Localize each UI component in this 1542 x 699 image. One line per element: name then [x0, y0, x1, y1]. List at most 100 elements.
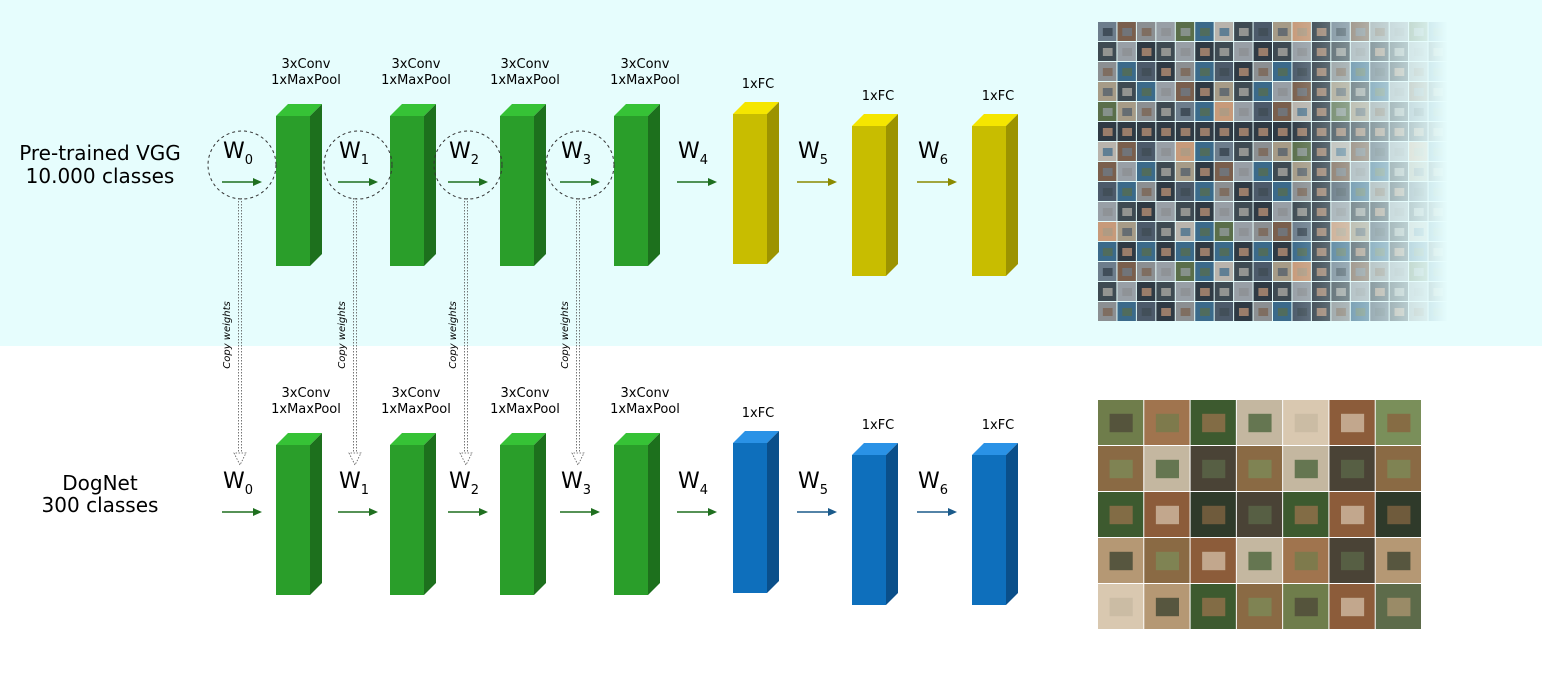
- weight-label: W3: [561, 139, 591, 168]
- block-front-face: [390, 116, 424, 266]
- block-front-face: [972, 455, 1006, 605]
- block-label: 1xFC: [982, 418, 1015, 433]
- block-label: 1xFC: [742, 406, 775, 421]
- block-top-face: [972, 443, 1018, 455]
- thumbnail-content: [1248, 551, 1272, 571]
- weight-index: 2: [471, 153, 479, 168]
- block-side-face: [310, 433, 322, 595]
- weight-4: W4: [677, 469, 717, 516]
- block-sublabel: 1xMaxPool: [381, 402, 451, 417]
- copy-arrow-head: [348, 452, 362, 466]
- block-label: 1xFC: [982, 89, 1015, 104]
- arrow-head: [479, 178, 488, 186]
- weight-label: W4: [678, 469, 708, 498]
- weight-label: W6: [918, 469, 948, 498]
- thumbnail-content: [1202, 413, 1226, 433]
- weight-label: W2: [449, 139, 479, 168]
- thumbnail-content: [1294, 597, 1318, 617]
- block-side-face: [424, 433, 436, 595]
- block-sublabel: 1xMaxPool: [490, 73, 560, 88]
- weight-label: W6: [918, 139, 948, 168]
- weight-index: 2: [471, 483, 479, 498]
- arrow-head: [591, 178, 600, 186]
- block-front-face: [614, 116, 648, 266]
- thumbnail-content: [1109, 597, 1133, 617]
- copy-weights-arrow-2: Copy weights: [448, 198, 473, 466]
- thumbnail-content: [1109, 459, 1133, 479]
- thumbnail-content: [1155, 597, 1179, 617]
- thumbnail-content: [1248, 597, 1272, 617]
- weight-2: W2: [433, 130, 503, 200]
- thumbnail-content: [1294, 551, 1318, 571]
- block-sublabel: 1xMaxPool: [271, 73, 341, 88]
- weight-0: W0: [222, 469, 262, 516]
- weight-symbol: W: [798, 469, 820, 494]
- block-side-face: [767, 431, 779, 593]
- weight-label: W2: [449, 469, 479, 498]
- network-classes: 10.000 classes: [26, 164, 175, 188]
- copy-weights-label: Copy weights: [222, 301, 233, 368]
- block-front-face: [276, 445, 310, 595]
- block-label: 3xConv: [392, 386, 441, 401]
- weight-5: W5: [797, 139, 837, 186]
- block-label: 3xConv: [501, 57, 550, 72]
- weight-2: W2: [448, 469, 488, 516]
- block-top-face: [852, 114, 898, 126]
- conv-block-1: [390, 433, 436, 595]
- block-label: 1xFC: [742, 77, 775, 92]
- block-front-face: [852, 455, 886, 605]
- block-top-face: [733, 102, 779, 114]
- weight-label: W1: [339, 469, 369, 498]
- dog-thumbnail-grid: [1098, 400, 1421, 629]
- block-front-face: [733, 443, 767, 593]
- conv-block-2: [500, 433, 546, 595]
- arrow-head: [369, 508, 378, 516]
- copy-weights-arrow-3: Copy weights: [560, 198, 585, 466]
- arrow-head: [253, 508, 262, 516]
- weight-index: 6: [940, 483, 948, 498]
- block-top-face: [390, 433, 436, 445]
- copy-weights-arrow-0: Copy weights: [222, 198, 247, 466]
- weight-dashed-circle: [323, 130, 393, 200]
- thumbnail-content: [1155, 459, 1179, 479]
- weight-index: 4: [700, 153, 708, 168]
- block-label: 3xConv: [282, 386, 331, 401]
- copy-weights-arrow-1: Copy weights: [337, 198, 362, 466]
- weight-0: W0: [207, 130, 277, 200]
- block-top-face: [614, 104, 660, 116]
- thumbnail-content: [1341, 459, 1365, 479]
- thumbnail-content: [1202, 505, 1226, 525]
- thumbnail-content: [1109, 505, 1133, 525]
- weight-index: 0: [245, 153, 253, 168]
- thumbnail-content: [1294, 459, 1318, 479]
- weight-dashed-circle: [545, 130, 615, 200]
- block-side-face: [648, 433, 660, 595]
- fc-block-6: [972, 114, 1018, 276]
- weight-index: 3: [583, 153, 591, 168]
- fc-block-4: [733, 102, 779, 264]
- weight-index: 5: [820, 153, 828, 168]
- weight-symbol: W: [798, 139, 820, 164]
- block-sublabel: 1xMaxPool: [490, 402, 560, 417]
- block-side-face: [534, 433, 546, 595]
- arrow-head: [253, 178, 262, 186]
- thumbnail-content: [1294, 505, 1318, 525]
- arrow-head: [708, 178, 717, 186]
- block-top-face: [733, 431, 779, 443]
- block-top-face: [500, 104, 546, 116]
- conv-block-3: [614, 433, 660, 595]
- block-sublabel: 1xMaxPool: [271, 402, 341, 417]
- network-name: DogNet: [62, 471, 138, 495]
- weight-3: W3: [560, 469, 600, 516]
- block-side-face: [424, 104, 436, 266]
- weight-index: 4: [700, 483, 708, 498]
- copy-weights-label: Copy weights: [560, 301, 571, 368]
- weight-label: W0: [223, 469, 253, 498]
- thumbnail-content: [1387, 413, 1411, 433]
- weight-6: W6: [917, 139, 957, 186]
- copy-arrow-head: [459, 452, 473, 466]
